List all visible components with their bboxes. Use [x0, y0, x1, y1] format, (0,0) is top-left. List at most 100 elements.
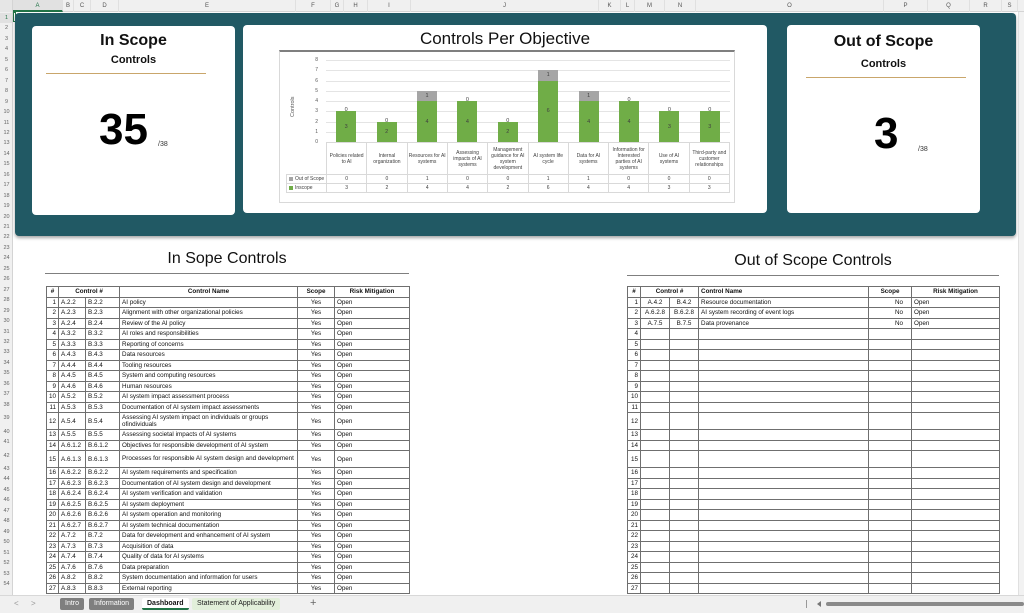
row-header-11[interactable]: 11	[3, 119, 10, 126]
table-row[interactable]: 6 A.4.3 B.4.3 Data resources Yes Open	[46, 349, 411, 361]
table-row[interactable]: 5	[627, 338, 1001, 350]
risk-mitigation-value[interactable]: Open	[334, 380, 411, 392]
table-row[interactable]: 1 A.2.2 B.2.2 AI policy Yes Open	[46, 296, 411, 308]
table-row[interactable]: 25 A.7.6 B.7.6 Data preparation Yes Open	[46, 561, 411, 573]
risk-mitigation-value[interactable]: Open	[334, 530, 411, 542]
risk-mitigation-value[interactable]: Open	[334, 391, 411, 403]
column-header-l[interactable]: L	[621, 0, 635, 12]
row-header-1[interactable]: 1	[0, 13, 12, 24]
row-header-42[interactable]: 42	[3, 452, 10, 459]
risk-mitigation-value[interactable]	[911, 509, 1001, 521]
risk-mitigation-value[interactable]	[911, 540, 1001, 552]
risk-mitigation-value[interactable]: Open	[334, 429, 411, 441]
row-header-9[interactable]: 9	[4, 98, 9, 105]
table-row[interactable]: 10	[627, 391, 1001, 403]
table-row[interactable]: 22 A.7.2 B.7.2 Data for development and enh…	[46, 530, 411, 542]
bar-out-of-scope[interactable]	[578, 90, 599, 101]
risk-mitigation-value[interactable]: Open	[334, 551, 411, 563]
table-row[interactable]: 26	[627, 572, 1001, 584]
row-header-53[interactable]: 53	[3, 570, 10, 577]
row-header-21[interactable]: 21	[3, 224, 10, 230]
risk-mitigation-value[interactable]	[911, 391, 1001, 403]
risk-mitigation-value[interactable]: Open	[911, 307, 1001, 319]
row-header-35[interactable]: 35	[3, 370, 10, 377]
risk-mitigation-value[interactable]: Open	[334, 338, 411, 350]
row-header-27[interactable]: 27	[3, 286, 10, 293]
row-header-8[interactable]: 8	[4, 88, 9, 95]
risk-mitigation-value[interactable]: Open	[334, 561, 411, 573]
risk-mitigation-value[interactable]: Open	[334, 540, 411, 552]
row-header-23[interactable]: 23	[3, 244, 10, 251]
table-row[interactable]: 3 A.2.4 B.2.4 Review of the AI policy Yes Ope…	[46, 317, 411, 329]
column-header-p[interactable]: P	[884, 0, 928, 12]
table-row[interactable]: 8 A.4.5 B.4.5 System and computing resource…	[46, 370, 411, 382]
risk-mitigation-value[interactable]: Open	[334, 296, 411, 308]
table-row[interactable]: 17	[627, 477, 1001, 489]
column-header-n[interactable]: N	[665, 0, 696, 12]
row-header-24[interactable]: 24	[3, 255, 10, 262]
risk-mitigation-value[interactable]: Open	[334, 477, 411, 489]
table-row[interactable]: 8	[627, 370, 1001, 382]
scroll-left-icon[interactable]	[817, 601, 821, 607]
table-row[interactable]: 25	[627, 561, 1001, 573]
risk-mitigation-value[interactable]	[911, 572, 1001, 584]
add-sheet-button[interactable]: +	[310, 597, 317, 609]
scroll-split-handle[interactable]	[806, 600, 807, 608]
risk-mitigation-value[interactable]	[911, 530, 1001, 542]
risk-mitigation-value[interactable]: Open	[334, 509, 411, 521]
risk-mitigation-value[interactable]: Open	[334, 450, 411, 468]
table-row[interactable]: 2 A.2.3 B.2.3 Alignment with other organiza…	[46, 307, 411, 319]
table-row[interactable]: 23	[627, 540, 1001, 552]
column-header-o[interactable]: O	[696, 0, 884, 12]
risk-mitigation-value[interactable]	[911, 370, 1001, 382]
tab-information[interactable]: Information	[89, 598, 135, 610]
table-row[interactable]: 7 A.4.4 B.4.4 Tooling resources Yes Open	[46, 359, 411, 371]
row-header-49[interactable]: 49	[3, 528, 10, 535]
table-row[interactable]: 18 A.6.2.4 B.6.2.4 AI system verification a…	[46, 488, 411, 500]
table-row[interactable]: 18	[627, 488, 1001, 500]
table-row[interactable]: 7	[627, 359, 1001, 371]
risk-mitigation-value[interactable]	[911, 380, 1001, 392]
bar-inscope[interactable]	[578, 101, 599, 142]
risk-mitigation-value[interactable]: Open	[334, 317, 411, 329]
column-header-g[interactable]: G	[331, 0, 344, 12]
row-header-17[interactable]: 17	[3, 182, 10, 189]
table-row[interactable]: 14	[627, 439, 1001, 451]
row-header-44[interactable]: 44	[3, 476, 10, 483]
bar-inscope[interactable]	[659, 111, 680, 142]
row-header-22[interactable]: 22	[3, 234, 10, 241]
table-row[interactable]: 9	[627, 380, 1001, 392]
table-row[interactable]: 15	[627, 450, 1001, 468]
table-row[interactable]: 6	[627, 349, 1001, 361]
row-header-4[interactable]: 4	[4, 46, 9, 53]
table-row[interactable]: 4 A.3.2 B.3.2 AI roles and responsibilities…	[46, 328, 411, 340]
row-header-36[interactable]: 36	[3, 380, 10, 387]
column-header-q[interactable]: Q	[928, 0, 970, 12]
risk-mitigation-value[interactable]	[911, 519, 1001, 531]
risk-mitigation-value[interactable]: Open	[334, 467, 411, 479]
bar-inscope[interactable]	[336, 111, 357, 142]
row-header-50[interactable]: 50	[3, 539, 10, 546]
table-row[interactable]: 24	[627, 551, 1001, 563]
risk-mitigation-value[interactable]	[911, 349, 1001, 361]
risk-mitigation-value[interactable]	[911, 582, 1001, 594]
row-header-18[interactable]: 18	[3, 192, 10, 199]
bar-out-of-scope[interactable]	[416, 90, 438, 101]
column-header-i[interactable]: I	[368, 0, 411, 12]
risk-mitigation-value[interactable]	[911, 561, 1001, 573]
row-header-12[interactable]: 12	[3, 129, 10, 136]
row-header-2[interactable]: 2	[4, 25, 9, 32]
table-row[interactable]: 11	[627, 401, 1001, 413]
controls-per-objective-chart[interactable]: Controls 0 1 2 3 4 5 6 7 8 3 0 2 0 4 1 4 0 2 0 6 1 4 1 4 0 3 0 3 0 Pol…	[279, 50, 735, 203]
row-header-26[interactable]: 26	[3, 276, 10, 283]
table-row[interactable]: 27	[627, 582, 1001, 594]
tab-dashboard[interactable]: Dashboard	[142, 598, 189, 610]
row-header-14[interactable]: 14	[3, 150, 10, 157]
row-header-47[interactable]: 47	[3, 507, 10, 514]
row-header-52[interactable]: 52	[3, 560, 10, 567]
risk-mitigation-value[interactable]: Open	[334, 328, 411, 340]
row-header-25[interactable]: 25	[3, 265, 10, 272]
risk-mitigation-value[interactable]: Open	[334, 582, 411, 594]
risk-mitigation-value[interactable]	[911, 359, 1001, 371]
row-header-48[interactable]: 48	[3, 518, 10, 525]
